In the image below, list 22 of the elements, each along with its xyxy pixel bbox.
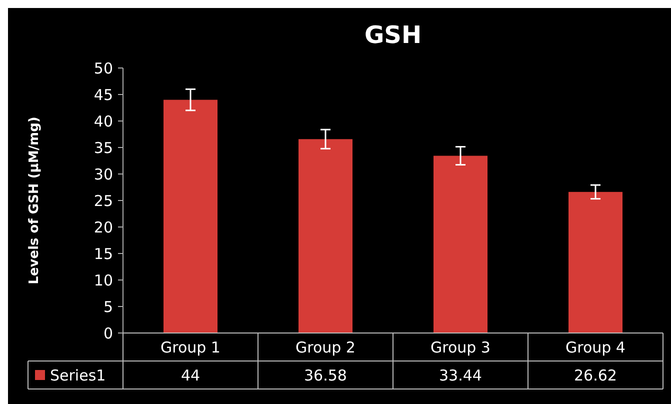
y-axis-title: Levels of GSH (µM/mg) xyxy=(27,116,42,284)
y-tick-label: 45 xyxy=(94,86,113,104)
x-tick-label: Group 1 xyxy=(160,338,220,356)
y-tick-label: 10 xyxy=(94,271,113,290)
y-tick-label: 40 xyxy=(94,112,113,130)
y-tick-label: 50 xyxy=(94,59,113,78)
x-tick-label: Group 2 xyxy=(296,338,356,356)
y-tick-label: 35 xyxy=(94,138,113,157)
y-tick-label: 15 xyxy=(94,244,113,263)
y-tick-label: 20 xyxy=(94,218,113,236)
y-tick-label: 0 xyxy=(103,324,113,342)
x-tick-label: Group 3 xyxy=(430,338,490,356)
x-tick-label: Group 4 xyxy=(566,338,626,356)
data-label: 44 xyxy=(180,366,200,384)
legend-label: Series1 xyxy=(50,366,106,384)
y-tick-label: 25 xyxy=(94,192,113,210)
chart-title: GSH xyxy=(364,21,422,49)
data-label: 26.62 xyxy=(574,366,617,384)
y-tick-label: 30 xyxy=(94,165,113,184)
data-label: 36.58 xyxy=(304,366,347,384)
y-tick-label: 5 xyxy=(103,298,113,316)
data-label: 33.44 xyxy=(439,366,482,384)
